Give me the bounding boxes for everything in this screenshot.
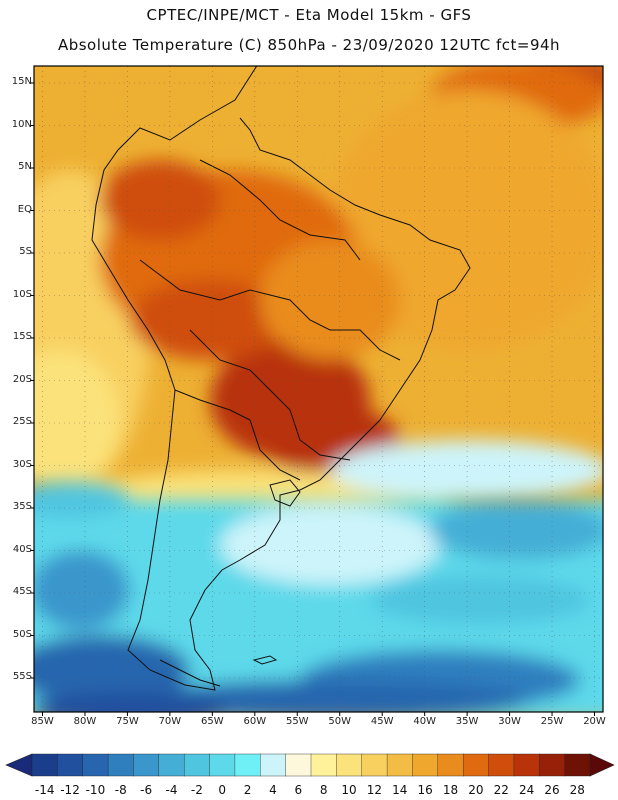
colorbar-swatch [539, 753, 566, 777]
colorbar-tick-label: -10 [85, 783, 106, 797]
lon-label: 55W [285, 716, 309, 727]
lat-label: 35S [12, 501, 32, 512]
colorbar-swatch [57, 753, 84, 777]
colorbar-tick-label: 24 [518, 783, 535, 797]
colorbar-swatch [564, 753, 591, 777]
colorbar-swatch [336, 753, 363, 777]
lat-label: 10N [11, 118, 32, 130]
colorbar-tick-label: 26 [544, 783, 560, 797]
colorbar-tick-label: -2 [190, 783, 203, 797]
colorbar-tick-label: 22 [493, 783, 509, 797]
colorbar-swatch [183, 753, 211, 777]
lat-label: EQ [17, 203, 32, 215]
colorbar-swatch [107, 753, 135, 777]
lat-label: 5S [19, 246, 32, 257]
lat-label: 5N [18, 161, 32, 172]
colorbar-swatch [412, 753, 439, 777]
lat-label: 25S [12, 416, 32, 427]
colorbar-tick-label: 14 [392, 783, 408, 797]
colorbar-tick-label: 0 [218, 783, 227, 797]
colorbar-swatch [513, 753, 540, 777]
colorbar-tick-label: 2 [243, 783, 252, 797]
lon-label: 30W [498, 716, 521, 727]
colorbar-tick-label: -12 [60, 783, 80, 797]
colorbar-swatch [488, 753, 515, 777]
lon-label: 70W [158, 716, 182, 727]
map-frame [33, 65, 604, 713]
lat-label: 10S [12, 288, 32, 300]
colorbar-swatch [133, 753, 160, 777]
lon-label: 20W [583, 716, 606, 727]
lat-label: 15S [12, 331, 32, 342]
lat-label: 20S [12, 373, 32, 385]
lon-label: 60W [243, 716, 267, 727]
colorbar-tick-label: -8 [114, 783, 127, 797]
colorbar-swatch [31, 753, 59, 777]
temperature-field [34, 66, 603, 712]
colorbar-tick-label: 10 [341, 783, 357, 797]
colorbar-swatch [260, 753, 287, 777]
lon-label: 40W [413, 716, 436, 727]
colorbar-tick-label: 6 [294, 783, 303, 797]
colorbar-tick-label: -6 [140, 783, 153, 797]
lon-label: 45W [370, 716, 394, 727]
colorbar-swatch [82, 753, 109, 777]
lon-label: 65W [201, 716, 224, 727]
lon-label: 25W [540, 716, 564, 727]
map-title-line-1: CPTEC/INPE/MCT - Eta Model 15km - GFS [146, 6, 472, 24]
lat-label: 45S [12, 586, 32, 597]
lat-label: 15N [11, 76, 32, 87]
colorbar-tick-label: 4 [269, 783, 277, 797]
colorbar-tick-label: 28 [569, 783, 585, 797]
colorbar-high-extend [589, 753, 615, 777]
colorbar-swatch [310, 753, 338, 777]
colorbar-swatch [209, 753, 236, 777]
lat-label: 30S [12, 458, 32, 470]
coastline [91, 66, 471, 691]
lat-label: 50S [12, 628, 32, 640]
colorbar-tick-label: 20 [468, 783, 484, 797]
colorbar-swatch [158, 753, 185, 777]
lon-label: 75W [116, 716, 139, 727]
colorbar-swatch [386, 753, 414, 777]
colorbar-swatch [462, 753, 490, 777]
colorbar [5, 753, 615, 777]
colorbar-swatch [234, 753, 261, 777]
lat-label: 55S [12, 671, 32, 682]
lon-label: 35W [455, 716, 479, 727]
lon-label: 80W [73, 716, 97, 727]
lat-label: 40S [12, 543, 32, 555]
colorbar-tick-label: 8 [319, 783, 328, 797]
lon-label: 50W [328, 716, 352, 727]
axis-ticks [30, 82, 596, 716]
colorbar-tick-label: 18 [442, 783, 459, 797]
colorbar-swatch [361, 753, 388, 777]
colorbar-tick-label: -4 [165, 783, 178, 797]
colorbar-tick-label: 12 [366, 783, 383, 797]
map-title-line-2: Absolute Temperature (C) 850hPa - 23/09/… [57, 36, 561, 54]
lon-label: 85W [31, 716, 54, 727]
colorbar-swatch [285, 753, 312, 777]
colorbar-tick-label: 16 [417, 783, 433, 797]
colorbar-tick-label: -14 [34, 783, 55, 797]
colorbar-low-extend [5, 753, 33, 777]
colorbar-swatch [437, 753, 464, 777]
